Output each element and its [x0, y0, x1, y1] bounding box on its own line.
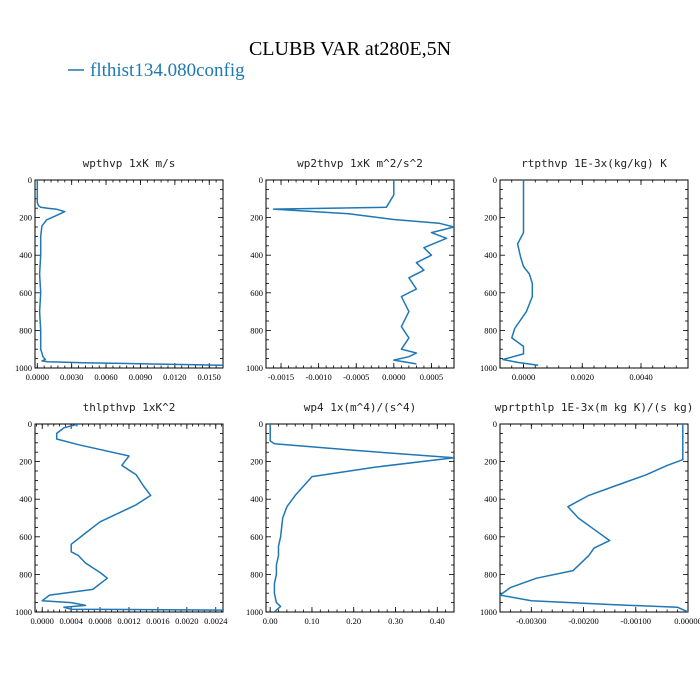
- plot-frame: [34, 423, 224, 613]
- x-tick-label: 0.0150: [198, 372, 221, 382]
- y-tick-label: 600: [250, 288, 263, 298]
- x-tick-label: 0.0012: [117, 616, 140, 626]
- plot-frame: [499, 179, 689, 369]
- x-tick-label: 0.40: [430, 616, 445, 626]
- series-line: [500, 424, 688, 612]
- y-tick-label: 1000: [246, 607, 263, 617]
- panel-title: thlpthvp 1xK^2: [83, 401, 176, 414]
- y-tick-label: 200: [19, 457, 32, 467]
- y-tick-label: 800: [484, 325, 497, 335]
- y-tick-label: 1000: [480, 363, 497, 373]
- x-tick-label: 0.0016: [146, 616, 169, 626]
- series-line: [36, 180, 223, 366]
- y-tick-label: 200: [250, 457, 263, 467]
- y-tick-label: 600: [19, 288, 32, 298]
- x-tick-label: 0.0090: [129, 372, 152, 382]
- x-tick-label: -0.00300: [516, 616, 546, 626]
- panel-title: wp4 1x(m^4)/(s^4): [304, 401, 417, 414]
- x-tick-label: 0.0020: [571, 372, 594, 382]
- x-tick-label: 0.00000: [674, 616, 700, 626]
- y-tick-label: 200: [484, 213, 497, 223]
- x-tick-label: 0.0120: [163, 372, 186, 382]
- y-tick-label: 0: [259, 419, 263, 429]
- x-tick-label: 0.0030: [60, 372, 83, 382]
- panel-title: rtpthvp 1E-3x(kg/kg) K: [521, 157, 667, 170]
- y-tick-label: 800: [19, 325, 32, 335]
- panel-6: wprtpthlp 1E-3x(m kg K)/(s kg) 0 200 400 600…: [480, 401, 700, 626]
- y-tick-label: 0: [493, 419, 497, 429]
- y-tick-label: 400: [484, 494, 497, 504]
- x-tick-label: 0.0000: [512, 372, 535, 382]
- x-tick-label: 0.20: [346, 616, 361, 626]
- plot-frame: [265, 423, 455, 613]
- x-tick-label: -0.00200: [568, 616, 598, 626]
- x-tick-label: 0.0000: [26, 372, 49, 382]
- y-tick-label: 200: [484, 457, 497, 467]
- series-line: [269, 424, 454, 612]
- x-tick-label: 0.0060: [94, 372, 117, 382]
- y-tick-label: 400: [19, 494, 32, 504]
- x-tick-label: 0.30: [388, 616, 403, 626]
- series-line: [502, 180, 539, 366]
- x-tick-label: 0.0024: [204, 616, 228, 626]
- x-tick-label: -0.0005: [343, 372, 369, 382]
- legend-label: flthist134.080config: [90, 60, 245, 81]
- panel-3: rtpthvp 1E-3x(kg/kg) K 0 200 400 600 800 1000 0…: [480, 157, 689, 382]
- x-tick-label: 0.10: [305, 616, 320, 626]
- plot-frame: [34, 179, 224, 369]
- y-tick-label: 600: [250, 532, 263, 542]
- x-tick-label: 0.0000: [31, 616, 54, 626]
- y-tick-label: 600: [484, 288, 497, 298]
- y-tick-label: 0: [493, 175, 497, 185]
- y-tick-label: 1000: [246, 363, 263, 373]
- y-tick-label: 0: [259, 175, 263, 185]
- plot-frame: [499, 423, 689, 613]
- panel-title: wp2thvp 1xK m^2/s^2: [297, 157, 423, 170]
- x-tick-label: -0.00100: [621, 616, 651, 626]
- y-tick-label: 400: [19, 250, 32, 260]
- x-tick-label: 0.0000: [382, 372, 405, 382]
- x-tick-label: 0.0020: [175, 616, 198, 626]
- y-tick-label: 400: [250, 494, 263, 504]
- x-tick-label: -0.0015: [268, 372, 294, 382]
- panel-2: wp2thvp 1xK m^2/s^2 0 200 400 600 800 1000 -0.0…: [246, 157, 455, 382]
- figure-title: CLUBB VAR at280E,5N: [249, 38, 451, 60]
- y-tick-label: 800: [250, 569, 263, 579]
- x-tick-label: 0.0004: [59, 616, 83, 626]
- y-tick-label: 400: [250, 250, 263, 260]
- y-tick-label: 0: [28, 419, 32, 429]
- y-tick-label: 800: [484, 569, 497, 579]
- y-tick-label: 200: [250, 213, 263, 223]
- panel-title: wprtpthlp 1E-3x(m kg K)/(s kg): [495, 401, 694, 414]
- series-line: [41, 424, 223, 611]
- y-tick-label: 600: [484, 532, 497, 542]
- y-tick-label: 200: [19, 213, 32, 223]
- y-tick-label: 0: [28, 175, 32, 185]
- x-tick-label: -0.0010: [306, 372, 332, 382]
- y-tick-label: 600: [19, 532, 32, 542]
- x-tick-label: 0.0005: [420, 372, 443, 382]
- y-tick-label: 800: [19, 569, 32, 579]
- y-tick-label: 400: [484, 250, 497, 260]
- panel-title: wpthvp 1xK m/s: [83, 157, 176, 170]
- y-tick-label: 800: [250, 325, 263, 335]
- y-tick-label: 1000: [15, 607, 32, 617]
- x-tick-label: 0.00: [263, 616, 278, 626]
- x-tick-label: 0.0008: [88, 616, 111, 626]
- series-line: [272, 180, 454, 365]
- y-tick-label: 1000: [15, 363, 32, 373]
- y-tick-label: 1000: [480, 607, 497, 617]
- x-tick-label: 0.0040: [629, 372, 652, 382]
